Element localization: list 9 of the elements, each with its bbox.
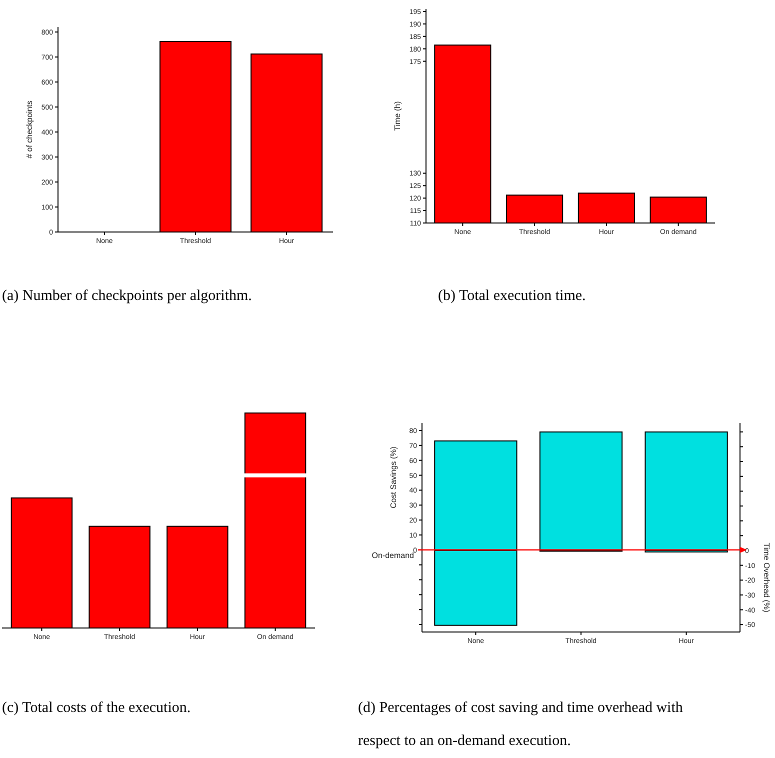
text: (b) Total execution time. [438, 288, 586, 304]
text: (a) Number of checkpoints per algorithm. [2, 288, 252, 304]
text: (c) Total costs of the execution. [2, 700, 191, 716]
y-axis-title: # of checkpoints [25, 100, 34, 158]
text: (d) Percentages of cost saving and time overhead with respect to an on-demand execution. [358, 700, 684, 749]
ref-line-label: On-demand [372, 550, 414, 560]
y-axis-title: Time (h) [393, 100, 402, 131]
y-axis-title: Cost Savings (%) [389, 446, 398, 508]
y2-axis-title: Time Overhead (%) [762, 542, 771, 613]
